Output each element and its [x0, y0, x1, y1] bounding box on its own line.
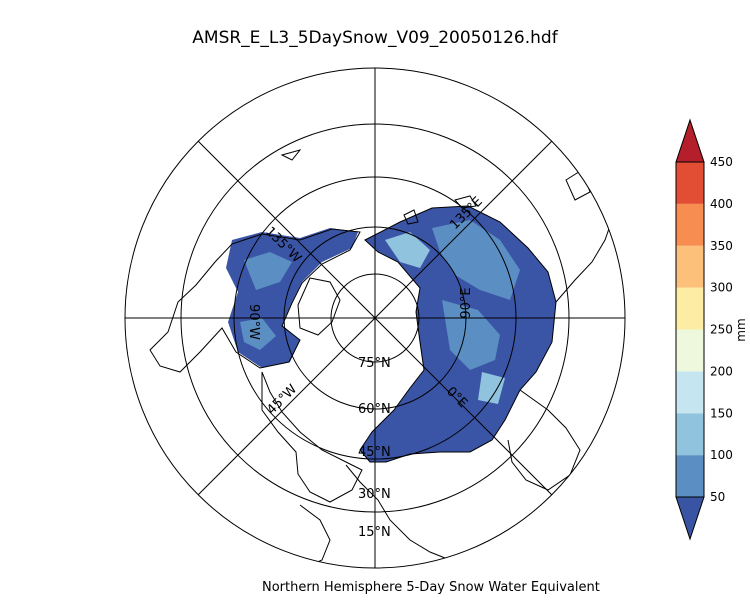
- meridian-label-90e: 90°E: [459, 287, 474, 318]
- parallel-label-15n: 15°N: [358, 525, 391, 540]
- colorbar-tick-label: 400: [710, 197, 733, 211]
- parallel-label-60n: 60°N: [358, 402, 391, 417]
- colorbar-bin: [676, 203, 704, 246]
- colorbar-extend-low: [675, 496, 705, 541]
- meridian-label-90w: 90°W: [246, 304, 261, 340]
- colorbar-tick-label: 200: [710, 364, 733, 378]
- colorbar-unit-label: mm: [734, 318, 748, 341]
- graticule-meridians: [125, 68, 625, 568]
- parallel-label-45n: 45°N: [358, 445, 391, 460]
- colorbar-tick-label: 150: [710, 406, 733, 420]
- colorbar-bin: [676, 329, 704, 372]
- coastlines: [149, 149, 613, 568]
- parallel-label-75n: 75°N: [358, 356, 391, 371]
- colorbar-bin: [676, 455, 704, 497]
- map-title: AMSR_E_L3_5DaySnow_V09_20050126.hdf: [192, 28, 558, 48]
- colorbar-tick-label: 300: [710, 281, 733, 295]
- colorbar-tick-label: 250: [710, 323, 733, 337]
- colorbar-bin: [676, 371, 704, 414]
- colorbar-bin: [676, 413, 704, 456]
- colorbar-tick-label: 50: [710, 490, 725, 504]
- parallel-label-30n: 30°N: [358, 487, 391, 502]
- colorbar-bin: [676, 287, 704, 330]
- colorbar-tick-label: 350: [710, 239, 733, 253]
- map-caption: Northern Hemisphere 5-Day Snow Water Equ…: [262, 580, 600, 595]
- graticule-parallels: [180, 123, 570, 513]
- colorbar-bin: [676, 162, 704, 204]
- colorbar-outline: [675, 161, 705, 498]
- colorbar-extend-high: [675, 118, 705, 163]
- colorbar-tick-label: 450: [710, 155, 733, 169]
- map-boundary: [124, 67, 626, 569]
- snow-cover-layer: [226, 206, 556, 462]
- map-disk: [125, 68, 625, 568]
- colorbar-tick-label: 100: [710, 448, 733, 462]
- colorbar-bin: [676, 245, 704, 288]
